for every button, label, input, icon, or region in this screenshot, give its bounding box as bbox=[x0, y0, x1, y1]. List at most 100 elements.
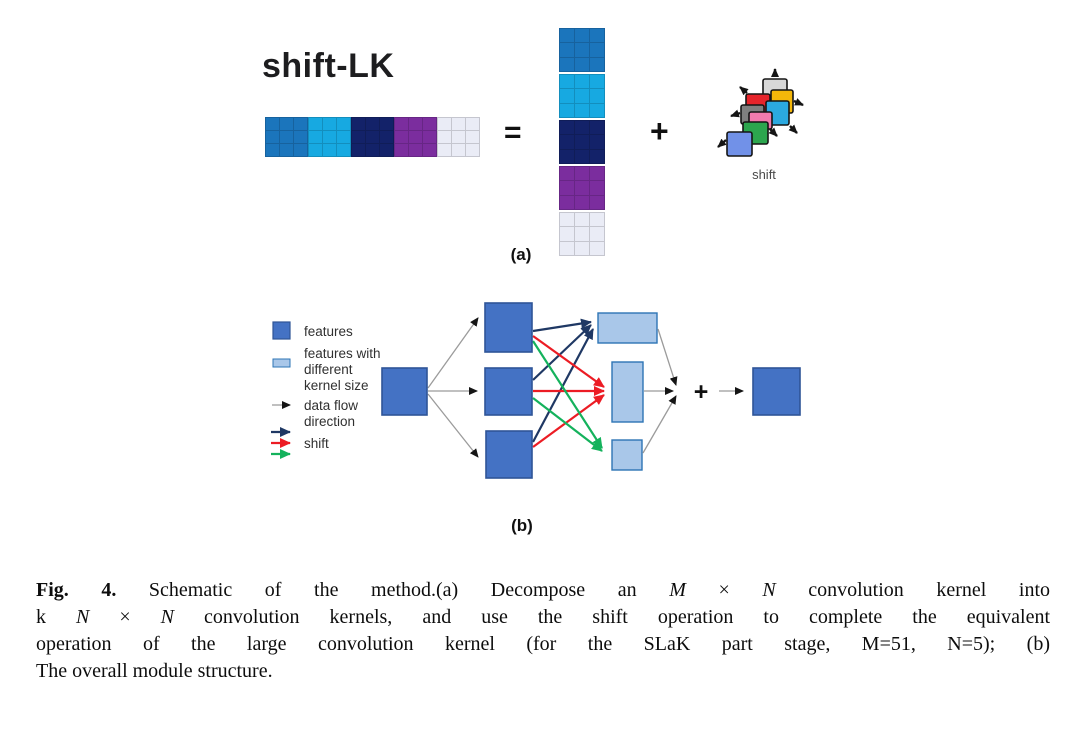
kernel-cell bbox=[395, 131, 408, 143]
plus-sign-b: + bbox=[694, 378, 709, 406]
kernel-cell bbox=[294, 118, 307, 130]
kernel-feature-box-middle bbox=[611, 361, 644, 423]
kernel-grid-navy bbox=[351, 117, 394, 157]
kernel-grid-light bbox=[437, 117, 480, 157]
kernel-cell bbox=[575, 75, 589, 89]
legend-shift-label: shift bbox=[304, 436, 329, 451]
kernel-cell bbox=[560, 89, 574, 103]
kernel-cell bbox=[423, 144, 436, 156]
kernel-cell bbox=[309, 131, 322, 143]
kernel-cell bbox=[590, 103, 604, 117]
kernel-cell bbox=[560, 149, 574, 163]
caption-segment: Schematic of the method.(a) Decompose an bbox=[116, 579, 670, 601]
kernel-grid-blue bbox=[559, 28, 605, 72]
kernel-cell bbox=[575, 135, 589, 149]
kernel-cell bbox=[294, 144, 307, 156]
kernel-cell bbox=[575, 227, 589, 241]
kernel-cell bbox=[280, 144, 293, 156]
kernel-grid-cyan bbox=[559, 74, 605, 118]
kernel-cell bbox=[423, 131, 436, 143]
kernel-cell bbox=[560, 195, 574, 209]
shift-lk-title: shift-LK bbox=[262, 47, 395, 85]
kernel-cell bbox=[409, 118, 422, 130]
shift-arrow-upleft-icon bbox=[739, 86, 749, 96]
shift-arrow-downleft-icon bbox=[717, 138, 727, 148]
legend-kernel-label-line1: features with bbox=[304, 346, 381, 361]
kernel-stack bbox=[559, 28, 605, 256]
panel-a-label: (a) bbox=[510, 245, 532, 264]
kernel-cell bbox=[294, 131, 307, 143]
flow-bottom-to-sum bbox=[642, 395, 677, 454]
figure-caption: Fig. 4. Schematic of the method.(a) Deco… bbox=[36, 577, 1050, 685]
kernel-cell bbox=[337, 144, 350, 156]
kernel-cell bbox=[575, 57, 589, 71]
kernel-cell bbox=[590, 135, 604, 149]
kernel-cell bbox=[590, 121, 604, 135]
legend-kernel-label-line2: different bbox=[304, 362, 353, 377]
kernel-feature-box-bottom bbox=[611, 439, 643, 471]
kernel-cell bbox=[366, 131, 379, 143]
kernel-cell bbox=[590, 195, 604, 209]
shift-cubes-cluster: shift bbox=[717, 68, 804, 182]
kernel-cell bbox=[560, 121, 574, 135]
legend-kernel-label-line3: kernel size bbox=[304, 378, 369, 393]
kernel-cell bbox=[309, 118, 322, 130]
kernel-cell bbox=[560, 167, 574, 181]
caption-segment: convolution kernels, and use the shift o… bbox=[174, 606, 1051, 628]
module-structure-diagram: features features with different kernel … bbox=[271, 302, 801, 535]
flow-top-to-sum bbox=[657, 328, 678, 386]
kernel-cell bbox=[590, 75, 604, 89]
kernel-cell bbox=[590, 29, 604, 43]
shift-arrow-right-icon bbox=[793, 98, 804, 107]
caption-segment: N bbox=[76, 606, 90, 628]
kernel-cell bbox=[266, 131, 279, 143]
kernel-bar bbox=[265, 117, 480, 157]
kernel-cell bbox=[560, 103, 574, 117]
kernel-cell bbox=[452, 118, 465, 130]
caption-segment: operation of the large convolution kerne… bbox=[36, 633, 1050, 655]
kernel-cell bbox=[438, 144, 451, 156]
kernel-cell bbox=[560, 213, 574, 227]
kernel-cell bbox=[575, 89, 589, 103]
branch-feature-box-middle bbox=[484, 367, 533, 416]
kernel-cell bbox=[575, 213, 589, 227]
shift-red-bottom bbox=[532, 394, 605, 448]
shift-green-middle bbox=[532, 397, 603, 452]
kernel-cell bbox=[560, 57, 574, 71]
branch-feature-box-top bbox=[484, 302, 533, 353]
kernel-cell bbox=[380, 144, 393, 156]
flow-input-to-top bbox=[427, 317, 479, 389]
kernel-cell bbox=[575, 43, 589, 57]
legend-features-swatch bbox=[272, 321, 291, 340]
kernel-cell bbox=[575, 167, 589, 181]
kernel-cell bbox=[590, 167, 604, 181]
kernel-cell bbox=[323, 131, 336, 143]
caption-line: k N × N convolution kernels, and use the… bbox=[36, 604, 1050, 631]
caption-line: operation of the large convolution kerne… bbox=[36, 631, 1050, 658]
kernel-cell bbox=[438, 131, 451, 143]
legend-kernel-swatch bbox=[272, 358, 291, 368]
shift-cluster-label: shift bbox=[752, 167, 776, 182]
kernel-cell bbox=[395, 118, 408, 130]
caption-segment: The overall module structure. bbox=[36, 660, 273, 682]
kernel-cell bbox=[575, 181, 589, 195]
plus-sign-a: + bbox=[650, 113, 669, 149]
kernel-cell bbox=[352, 131, 365, 143]
kernel-cell bbox=[590, 57, 604, 71]
shift-navy-middle bbox=[532, 324, 592, 381]
shift-arrow-downright-icon bbox=[788, 124, 798, 134]
kernel-cell bbox=[575, 149, 589, 163]
kernel-cell bbox=[590, 213, 604, 227]
kernel-cell bbox=[309, 144, 322, 156]
kernel-cell bbox=[337, 118, 350, 130]
caption-segment: convolution kernel into bbox=[775, 579, 1050, 601]
kernel-cell bbox=[395, 144, 408, 156]
kernel-cell bbox=[438, 118, 451, 130]
panel-b-label: (b) bbox=[511, 516, 533, 535]
shift-navy-top bbox=[532, 318, 592, 333]
shift-arrow-left-icon bbox=[730, 109, 741, 118]
kernel-grid-purple bbox=[394, 117, 437, 157]
shift-arrow-downright2-icon bbox=[768, 127, 778, 137]
kernel-grid-blue bbox=[265, 117, 308, 157]
